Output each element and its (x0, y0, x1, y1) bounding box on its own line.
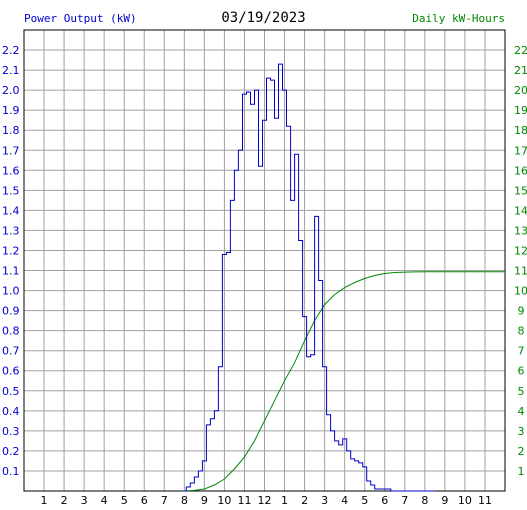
x-tick-label: 8 (421, 494, 428, 507)
x-tick-label: 5 (361, 494, 368, 507)
left-tick-label: 0.1 (2, 465, 20, 478)
x-tick-label: 5 (121, 494, 128, 507)
left-tick-label: 2.2 (2, 44, 20, 57)
x-tick-label: 6 (381, 494, 388, 507)
right-tick-label: 20 (514, 84, 527, 97)
chart-title: 03/19/2023 (221, 10, 306, 26)
series-line-daily-kwh (182, 271, 505, 492)
x-tick-label: 11 (237, 494, 251, 507)
x-tick-label: 3 (321, 494, 328, 507)
x-tick-label: 2 (301, 494, 308, 507)
left-tick-label: 0.3 (2, 425, 20, 438)
right-tick-label: 21 (514, 64, 527, 77)
left-tick-label: 1.8 (2, 124, 20, 137)
right-tick-label: 11 (514, 265, 527, 278)
right-tick-label: 1 (518, 465, 525, 478)
series-line-power-output (182, 63, 435, 492)
right-tick-label: 13 (514, 224, 527, 237)
x-tick-label: 7 (401, 494, 408, 507)
x-tick-label: 12 (258, 494, 272, 507)
left-tick-label: 0.7 (2, 345, 20, 358)
right-tick-label: 12 (514, 244, 527, 257)
right-tick-label: 3 (518, 425, 525, 438)
right-tick-label: 9 (518, 305, 525, 318)
x-tick-label: 3 (81, 494, 88, 507)
right-tick-label: 7 (518, 345, 525, 358)
right-tick-label: 2 (518, 445, 525, 458)
left-tick-label: 0.2 (2, 445, 20, 458)
left-tick-label: 1.6 (2, 164, 20, 177)
left-tick-label: 2.0 (2, 84, 20, 97)
left-tick-label: 2.1 (2, 64, 20, 77)
left-tick-label: 0.6 (2, 365, 20, 378)
right-tick-label: 15 (514, 184, 527, 197)
x-tick-label: 8 (181, 494, 188, 507)
right-tick-label: 4 (518, 405, 525, 418)
plot-frame (23, 29, 506, 492)
x-tick-label: 2 (61, 494, 68, 507)
x-tick-label: 9 (441, 494, 448, 507)
right-tick-label: 18 (514, 124, 527, 137)
right-tick-label: 19 (514, 104, 527, 117)
x-tick-label: 4 (341, 494, 348, 507)
right-tick-label: 17 (514, 144, 527, 157)
x-tick-label: 1 (41, 494, 48, 507)
x-tick-label: 7 (161, 494, 168, 507)
left-axis-label: Power Output (kW) (24, 12, 137, 25)
right-axis-label: Daily kW-Hours (412, 12, 505, 25)
right-tick-label: 5 (518, 385, 525, 398)
left-tick-label: 1.0 (2, 285, 20, 298)
left-tick-label: 1.2 (2, 244, 20, 257)
left-tick-label: 0.8 (2, 325, 20, 338)
right-tick-label: 8 (518, 325, 525, 338)
x-tick-label: 1 (281, 494, 288, 507)
right-tick-label: 14 (514, 204, 527, 217)
x-tick-label: 11 (478, 494, 492, 507)
right-tick-label: 6 (518, 365, 525, 378)
left-tick-label: 1.3 (2, 224, 20, 237)
left-tick-label: 0.5 (2, 385, 20, 398)
left-tick-label: 1.5 (2, 184, 20, 197)
x-tick-label: 4 (101, 494, 108, 507)
right-tick-label: 10 (514, 285, 527, 298)
left-tick-label: 1.4 (2, 204, 20, 217)
left-tick-label: 0.4 (2, 405, 20, 418)
left-tick-label: 1.1 (2, 265, 20, 278)
x-tick-label: 10 (217, 494, 231, 507)
x-tick-label: 9 (201, 494, 208, 507)
right-tick-label: 22 (514, 44, 527, 57)
x-tick-label: 6 (141, 494, 148, 507)
left-tick-label: 0.9 (2, 305, 20, 318)
x-tick-label: 10 (458, 494, 472, 507)
right-tick-label: 16 (514, 164, 527, 177)
left-tick-label: 1.7 (2, 144, 20, 157)
left-tick-label: 1.9 (2, 104, 20, 117)
